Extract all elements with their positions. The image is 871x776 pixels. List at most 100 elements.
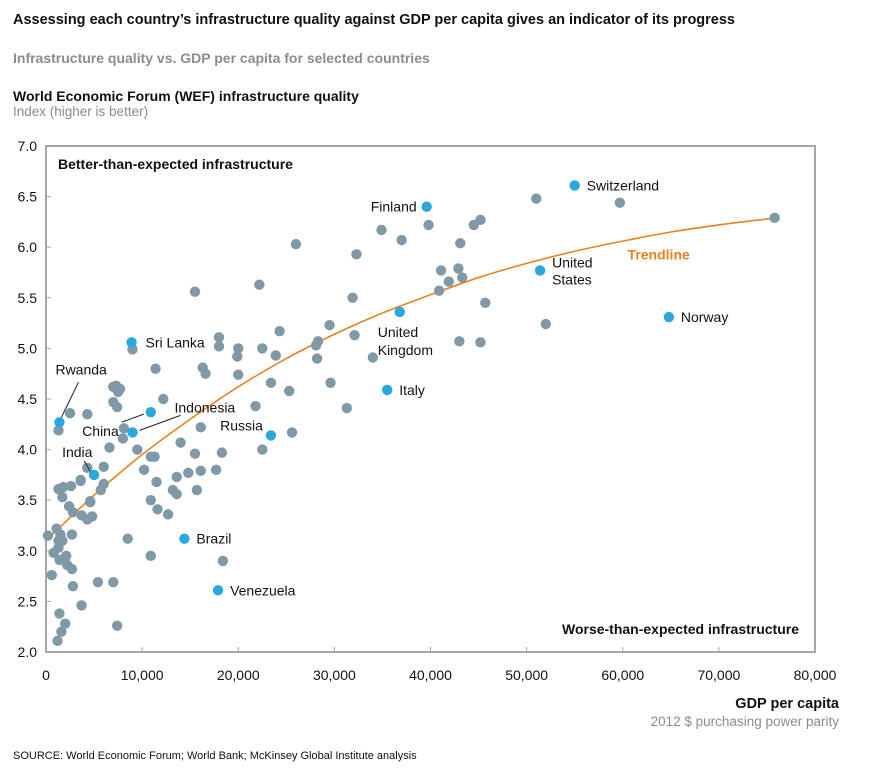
label-united-kingdom-line1: United xyxy=(378,324,418,340)
data-point xyxy=(216,447,228,458)
data-point xyxy=(171,471,182,483)
data-point xyxy=(351,249,362,260)
data-point xyxy=(82,408,93,420)
label-sri-lanka: Sri Lanka xyxy=(146,334,205,350)
label-rwanda: Rwanda xyxy=(55,361,107,377)
highlighted-point-italy xyxy=(382,384,393,396)
leader-line-china xyxy=(121,413,144,423)
point-labels: SwitzerlandFinlandUnitedStatesNorwayUnit… xyxy=(55,177,728,598)
label-venezuela: Venezuela xyxy=(230,582,296,598)
data-point xyxy=(217,555,229,567)
other-points xyxy=(42,193,780,647)
data-point xyxy=(53,425,64,436)
data-point xyxy=(310,340,322,351)
label-united-states-line2: States xyxy=(552,271,592,287)
data-point xyxy=(480,297,491,309)
y-tick-label: 2.5 xyxy=(18,593,38,609)
label-brazil: Brazil xyxy=(196,531,231,547)
data-point xyxy=(86,511,98,522)
data-point xyxy=(435,265,447,276)
data-point xyxy=(443,276,454,287)
data-point xyxy=(195,422,206,433)
data-point xyxy=(614,197,626,208)
y-tick-label: 4.5 xyxy=(18,391,38,407)
data-point xyxy=(290,238,302,250)
data-point xyxy=(108,576,119,588)
data-point xyxy=(213,341,225,352)
x-tick-label: 50,000 xyxy=(505,667,548,683)
data-point xyxy=(150,363,161,374)
label-russia: Russia xyxy=(220,417,263,433)
data-point xyxy=(151,476,162,488)
data-point xyxy=(158,393,169,405)
data-point xyxy=(540,318,552,330)
annotation-better-than-expected: Better-than-expected infrastructure xyxy=(58,156,293,172)
y-tick-label: 6.5 xyxy=(18,189,38,205)
data-point xyxy=(325,377,336,389)
data-point xyxy=(195,465,206,477)
chart-subtitle: Infrastructure quality vs. GDP per capit… xyxy=(13,50,430,66)
y-tick-label: 2.0 xyxy=(18,644,38,660)
data-point xyxy=(118,423,130,434)
data-point xyxy=(283,385,295,397)
y-tick-label: 3.0 xyxy=(18,543,38,559)
data-point xyxy=(145,495,156,506)
data-point xyxy=(250,400,261,412)
y-tick-label: 3.5 xyxy=(18,492,38,508)
data-point xyxy=(67,507,79,518)
highlighted-point-united-kingdom xyxy=(394,306,405,318)
data-point xyxy=(52,635,63,647)
data-point xyxy=(111,401,123,413)
data-point xyxy=(85,496,96,507)
data-point xyxy=(341,402,353,414)
highlighted-point-china xyxy=(145,406,156,418)
label-indonesia: Indonesia xyxy=(175,399,236,415)
data-point xyxy=(349,330,360,341)
data-point xyxy=(423,219,434,231)
data-point xyxy=(175,437,186,448)
highlighted-point-india xyxy=(88,469,100,481)
data-point xyxy=(324,319,335,331)
highlighted-point-finland xyxy=(421,201,432,212)
data-point xyxy=(117,433,129,444)
data-point xyxy=(67,581,79,592)
leader-line-indonesia xyxy=(139,414,181,431)
highlighted-point-venezuela xyxy=(212,585,224,596)
data-point xyxy=(265,377,277,389)
data-point xyxy=(138,464,150,476)
data-point xyxy=(132,444,143,455)
annotation-worse-than-expected: Worse-than-expected infrastructure xyxy=(562,621,799,637)
x-tick-label: 40,000 xyxy=(409,667,452,683)
label-china: China xyxy=(82,423,119,439)
highlighted-point-russia xyxy=(265,430,277,441)
x-tick-label: 20,000 xyxy=(217,667,260,683)
data-point xyxy=(111,620,123,631)
data-point xyxy=(65,480,77,492)
label-italy: Italy xyxy=(399,382,425,398)
x-axis-title: GDP per capita xyxy=(735,696,839,712)
label-united-kingdom-line2: Kingdom xyxy=(378,342,433,358)
y-tick-label: 5.0 xyxy=(18,340,38,356)
x-tick-label: 70,000 xyxy=(697,667,740,683)
data-point xyxy=(76,600,87,611)
highlighted-point-indonesia xyxy=(127,427,138,438)
data-point xyxy=(200,368,211,379)
data-point xyxy=(66,529,78,540)
leader-line-india xyxy=(83,460,91,472)
data-point xyxy=(183,467,194,479)
leader-line-rwanda xyxy=(61,382,79,418)
label-india: India xyxy=(62,444,93,460)
data-point xyxy=(42,530,54,541)
y-axis-title: World Economic Forum (WEF) infrastructur… xyxy=(13,88,359,104)
x-tick-label: 30,000 xyxy=(313,667,356,683)
axes: 2.0 2.5 3.0 3.5 4.0 4.5 5.0 5.5 6.0 6.5 7.0 0 10,000… xyxy=(18,138,837,683)
data-point xyxy=(433,285,445,296)
data-point xyxy=(191,484,203,496)
data-point xyxy=(475,214,486,226)
data-point xyxy=(56,626,67,637)
data-point xyxy=(122,533,133,544)
data-point xyxy=(396,234,407,246)
y-tick-label: 5.5 xyxy=(18,290,38,306)
source-note: SOURCE: World Economic Forum; World Bank… xyxy=(13,750,417,762)
